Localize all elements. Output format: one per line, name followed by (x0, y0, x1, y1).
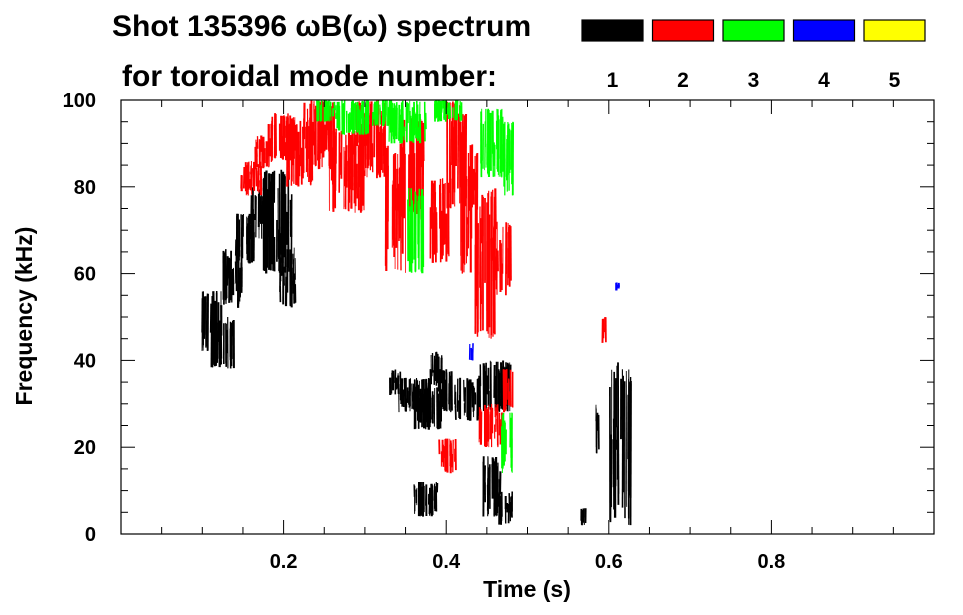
series-2-segment-15 (478, 403, 503, 448)
legend-label-3: 3 (748, 69, 760, 92)
series-2-segment-13 (490, 221, 512, 296)
series-1-segment-6 (279, 247, 297, 308)
y-tick-label: 80 (74, 177, 96, 199)
series-2-segment-8 (401, 117, 425, 222)
chart-title-line2: for toroidal mode number: (122, 60, 497, 93)
series-2-segment-5 (328, 130, 366, 213)
series-1-segment-17 (580, 508, 587, 526)
series-2-segment-0 (240, 160, 263, 196)
series-1-segment-9 (413, 386, 443, 430)
series-3-segment-1 (336, 99, 370, 135)
x-tick-label: 0.6 (595, 551, 623, 573)
legend-swatch-1 (581, 19, 644, 42)
series-1-segment-15 (482, 456, 502, 517)
plot-area (201, 99, 632, 526)
series-1-segment-20 (620, 369, 632, 526)
series-1-segment-11 (437, 369, 453, 413)
y-tick-label: 100 (63, 90, 96, 112)
series-2-segment-7 (384, 143, 406, 273)
legend-label-1: 1 (607, 69, 619, 92)
series-3-segment-6 (480, 108, 504, 178)
series-3-segment-2 (371, 99, 391, 127)
legend-label-4: 4 (818, 69, 830, 92)
series-4-segment-0 (468, 343, 474, 361)
series-3-segment-4 (407, 187, 425, 274)
y-tick-label: 20 (74, 437, 96, 459)
legend-swatch-2 (651, 19, 715, 42)
y-tick-label: 40 (74, 350, 96, 372)
legend-swatch-5 (863, 19, 926, 42)
series-3-segment-7 (502, 121, 515, 196)
series-3-segment-5 (434, 100, 463, 122)
legend-label-5: 5 (889, 69, 901, 92)
plot-frame (120, 99, 935, 535)
x-axis-title: Time (s) (483, 576, 571, 602)
y-axis-title: Frequency (kHz) (11, 227, 37, 406)
axis-ticks: 0.2 0.4 0.6 0.8 0 20 40 60 80 100 (63, 90, 934, 573)
series-3-segment-3 (388, 100, 427, 144)
series-1-segment-1 (210, 316, 235, 369)
legend: 1 2 3 4 5 (581, 19, 926, 92)
x-tick-label: 0.2 (270, 551, 298, 573)
chart-title-line1: Shot 135396 ωB(ω) spectrum (112, 10, 531, 43)
x-tick-label: 0.4 (432, 551, 461, 573)
series-1-segment-5 (262, 169, 293, 274)
y-tick-label: 60 (74, 264, 96, 286)
series-3-segment-8 (501, 412, 513, 474)
series-2-segment-9 (429, 178, 450, 263)
series-1-segment-14 (413, 481, 439, 517)
legend-label-2: 2 (677, 69, 689, 92)
series-2-segment-17 (601, 317, 607, 343)
series-1-segment-16 (498, 491, 513, 525)
series-1-segment-12 (454, 377, 481, 421)
series-4-segment-1 (615, 282, 620, 291)
y-tick-label: 0 (85, 524, 96, 546)
x-tick-label: 0.8 (757, 551, 785, 573)
legend-swatch-4 (792, 19, 856, 42)
series-2-segment-16 (502, 369, 514, 413)
series-1-segment-19 (609, 362, 620, 523)
legend-swatch-3 (722, 19, 785, 42)
series-2-segment-14 (438, 438, 457, 474)
series-1-segment-18 (595, 404, 600, 454)
